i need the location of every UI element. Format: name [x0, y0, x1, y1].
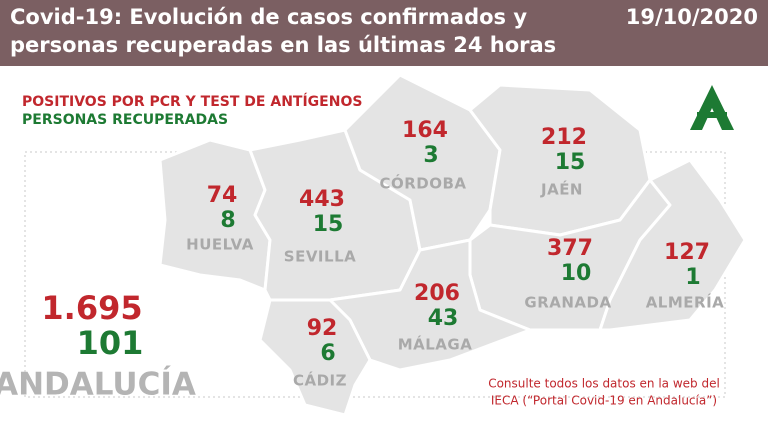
province-positives: 92 [307, 316, 338, 341]
province-recovered: 10 [561, 261, 592, 286]
province-positives: 212 [541, 125, 587, 150]
logo [690, 85, 734, 130]
province-name: HUELVA [186, 236, 254, 254]
note: Consulte todos los datos en la web del [488, 377, 720, 391]
legend-positives: POSITIVOS POR PCR Y TEST DE ANTÍGENOS [22, 93, 362, 110]
date: 19/10/2020 [626, 5, 758, 29]
province-positives: 74 [207, 183, 238, 208]
province-shape [258, 298, 372, 417]
province-name: ALMERÍA [646, 293, 725, 312]
total-recovered: 101 [77, 324, 144, 362]
province-name: JAÉN [540, 180, 583, 199]
province-name: SEVILLA [284, 248, 356, 266]
province-positives: 443 [299, 187, 345, 212]
note: IECA (“Portal Covid-19 en Andalucía”) [491, 394, 717, 408]
province-recovered: 8 [220, 208, 235, 233]
logo-bar [697, 112, 727, 118]
map [158, 73, 747, 417]
province-positives: 127 [664, 240, 710, 265]
province-recovered: 15 [313, 212, 344, 237]
province-recovered: 15 [555, 150, 586, 175]
province-name: MÁLAGA [398, 335, 473, 354]
province-positives: 377 [547, 236, 593, 261]
province-recovered: 1 [685, 265, 700, 290]
province-name: CÁDIZ [293, 371, 347, 390]
province-recovered: 3 [423, 143, 438, 168]
title-line: personas recuperadas en las últimas 24 h… [10, 33, 556, 57]
province-name: CÓRDOBA [379, 174, 466, 193]
title-line: Covid-19: Evolución de casos confirmados… [10, 5, 527, 29]
province-recovered: 6 [320, 341, 335, 366]
header-band [0, 0, 768, 66]
legend-recovered: PERSONAS RECUPERADAS [22, 112, 228, 128]
province-recovered: 43 [428, 306, 459, 331]
province-positives: 164 [402, 118, 448, 143]
logo-shape [690, 85, 734, 130]
total-name: ANDALUCÍA [0, 367, 196, 403]
total-positives: 1.695 [41, 289, 142, 327]
province-positives: 206 [414, 281, 460, 306]
province-name: GRANADA [524, 294, 611, 312]
province-shape [598, 158, 747, 332]
